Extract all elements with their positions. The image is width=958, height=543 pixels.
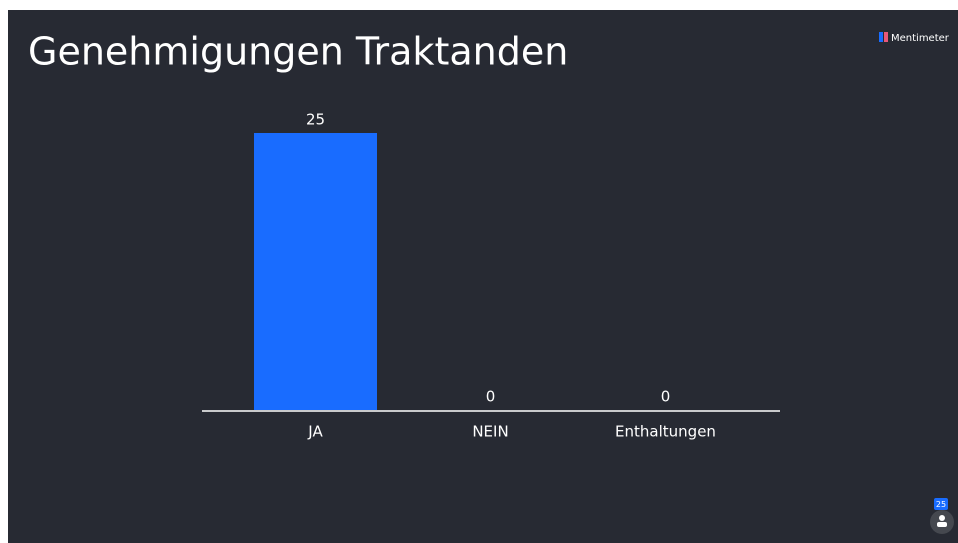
participants-indicator[interactable]: 25 xyxy=(930,498,954,534)
person-icon xyxy=(937,522,947,527)
participants-count: 25 xyxy=(936,500,946,509)
bar xyxy=(254,133,377,410)
slide-background xyxy=(8,10,958,543)
value-label: 0 xyxy=(661,388,671,406)
person-icon xyxy=(939,515,945,521)
logo-mark xyxy=(884,32,888,42)
category-label: Enthaltungen xyxy=(615,423,716,441)
value-label: 0 xyxy=(486,388,496,406)
category-label: JA xyxy=(307,423,323,441)
logo-mark xyxy=(879,32,883,42)
chart-title: Genehmigungen Traktanden xyxy=(28,30,568,74)
value-label: 25 xyxy=(306,111,325,129)
brand-logo: Mentimeter xyxy=(879,32,950,44)
category-label: NEIN xyxy=(472,423,508,441)
participants-badge xyxy=(934,498,948,510)
brand-name: Mentimeter xyxy=(891,33,950,44)
